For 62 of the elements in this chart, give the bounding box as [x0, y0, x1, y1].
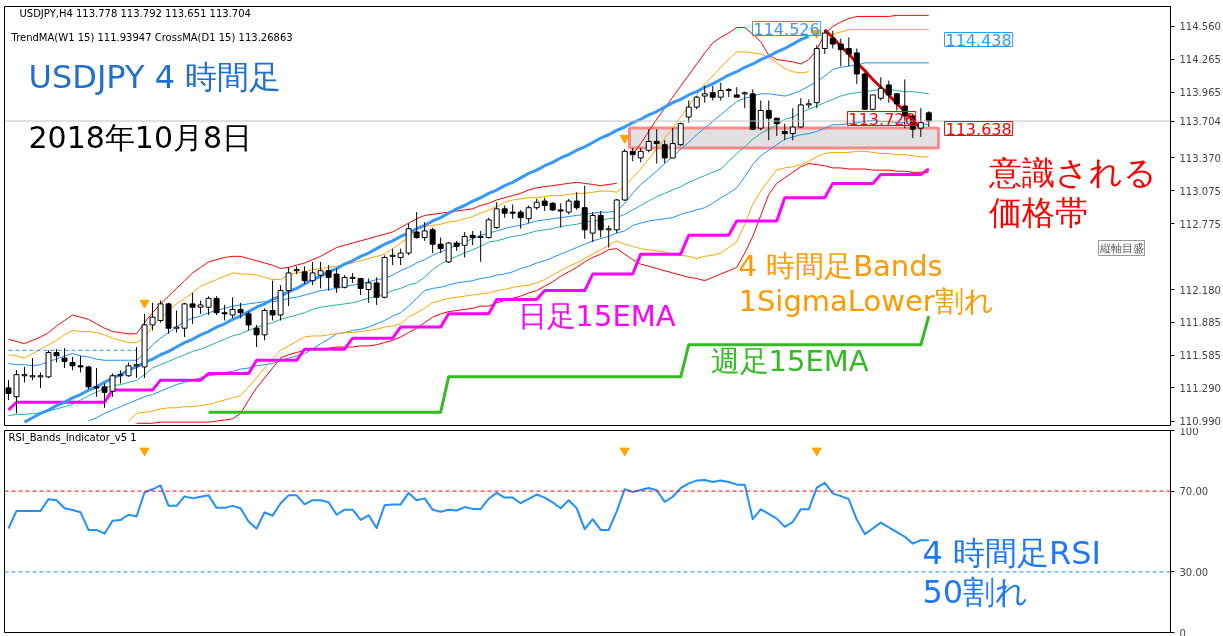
- candlestick: [557, 202, 564, 229]
- y-tick-label: 112.180: [1179, 284, 1221, 296]
- candlestick: [589, 211, 596, 243]
- candlestick: [605, 224, 612, 249]
- candlestick: [61, 347, 68, 369]
- annotation: 4 時間足RSI 50割れ: [922, 533, 1102, 611]
- candlestick: [917, 107, 924, 138]
- ref-line-label: 30.00: [1179, 566, 1209, 578]
- annotation: 114.526: [753, 19, 820, 39]
- band-label: 意識される価格帯: [987, 152, 1157, 232]
- candlestick: [485, 217, 492, 240]
- y-tick-label: 114.560: [1179, 21, 1221, 33]
- y-tick-label: 110.990: [1179, 416, 1221, 428]
- y-tick-label: 114.265: [1179, 54, 1221, 66]
- annotation: TrendMA(W1 15) 111.93947 CrossMA(D1 15) 113.26863: [10, 31, 293, 43]
- candlestick: [653, 128, 660, 164]
- candlestick: [597, 210, 604, 239]
- candlestick: [669, 127, 676, 159]
- candlestick: [517, 209, 524, 230]
- candlestick: [757, 99, 764, 131]
- candlestick: [493, 201, 500, 230]
- candlestick: [429, 227, 436, 254]
- candlestick: [421, 221, 428, 242]
- candlestick: [461, 231, 468, 258]
- y-tick-label: 113.370: [1179, 152, 1221, 164]
- point: [619, 134, 630, 144]
- text: USDJPY 4 時間足: [28, 57, 282, 96]
- ref-line-label: 70.00: [1179, 486, 1209, 498]
- y-tick-label: 113.075: [1179, 185, 1221, 197]
- text: 縦軸目盛: [1098, 241, 1144, 255]
- candlestick: [877, 76, 884, 101]
- candlestick: [661, 139, 668, 164]
- candlestick: [821, 29, 828, 55]
- annotation: 4 時間足Bands 1SigmaLower割れ: [738, 248, 994, 318]
- series-label: 週足15EMA: [710, 343, 869, 378]
- annotation: USDJPY,H4 113.778 113.792 113.651 113.704: [19, 7, 251, 19]
- text: 2018年10月8日: [28, 119, 253, 155]
- point: [139, 299, 150, 309]
- candlestick: [245, 311, 252, 331]
- y-tick-label: 0: [1179, 627, 1186, 636]
- y-tick-label: 111.885: [1179, 317, 1221, 329]
- y-tick-label: 112.775: [1179, 218, 1221, 230]
- candlestick: [885, 80, 892, 104]
- y-tick-label: 111.585: [1179, 350, 1221, 362]
- y-tick-label: 113.965: [1179, 87, 1221, 99]
- candlestick: [765, 99, 772, 141]
- text: 113.638: [945, 119, 1012, 139]
- candlestick: [797, 97, 804, 129]
- candlestick: [789, 107, 796, 141]
- y-tick-label: 111.290: [1179, 382, 1221, 394]
- candlestick: [845, 36, 852, 67]
- candlestick: [477, 230, 484, 263]
- candlestick: [853, 48, 860, 85]
- annotation: RSI_Bands_Indicator_v5 1: [8, 431, 137, 444]
- ref-line-label: 113.704: [1179, 116, 1221, 128]
- candlestick: [685, 99, 692, 124]
- candlestick: [837, 38, 844, 67]
- series-label: 日足15EMA: [517, 298, 676, 333]
- candlestick: [413, 211, 420, 240]
- candlestick: [645, 128, 652, 153]
- candlestick: [581, 185, 588, 240]
- text: 114.438: [945, 30, 1012, 50]
